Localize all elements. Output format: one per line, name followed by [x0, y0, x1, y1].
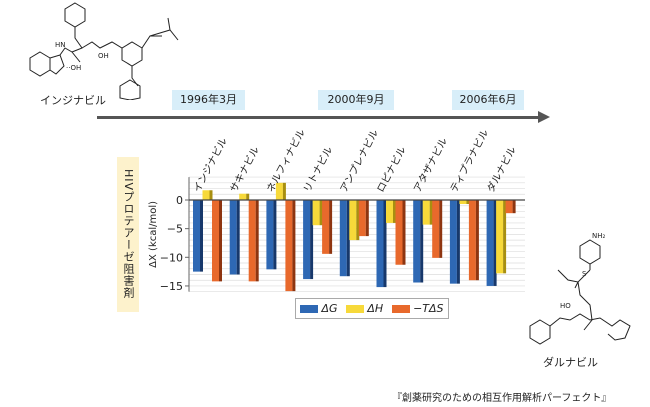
bar-tds — [285, 200, 293, 292]
bar-tds — [432, 200, 440, 258]
indinavir-structure: HN ··OH OH — [29, 2, 179, 100]
bar-side — [466, 200, 470, 205]
bar-tds — [395, 200, 403, 265]
bar-side — [310, 200, 314, 280]
svg-text:S: S — [582, 270, 587, 278]
bar-dg — [376, 200, 384, 288]
darunavir-label: ダルナビル — [543, 356, 598, 369]
bar-dh — [459, 200, 467, 205]
bar-tds — [248, 200, 256, 282]
bar-side — [236, 200, 240, 275]
bar-dh — [349, 200, 357, 241]
category-label: アタザナビル — [411, 136, 450, 195]
category-label: ネルフィナビル — [264, 127, 307, 194]
bar-dg — [303, 200, 311, 280]
bar-side — [402, 200, 406, 265]
bar-dh — [202, 190, 210, 200]
legend-tds: −TΔS — [392, 302, 444, 315]
legend-dh: ΔH — [346, 302, 383, 315]
bar-side — [329, 200, 333, 254]
bar-dg — [486, 200, 494, 286]
bar-dh — [496, 200, 504, 274]
bar-dh — [422, 200, 430, 225]
category-label: インジナビル — [191, 136, 230, 195]
bar-dh — [386, 200, 393, 223]
bar-tds — [322, 200, 330, 254]
category-label: ダルナビル — [484, 144, 519, 194]
y-tick-label: −10 — [160, 251, 183, 264]
bar-side — [383, 200, 387, 288]
category-label: アンプレナビル — [338, 128, 381, 195]
hiv-protease-inhibitor-label: HIVプロテアーゼ阻害剤 — [117, 157, 139, 312]
bar-dg — [193, 200, 200, 272]
bar-tds — [358, 200, 366, 237]
timeline-arrow — [97, 116, 540, 119]
bar-dg — [229, 200, 237, 275]
bar-side — [429, 200, 433, 225]
timeline-arrowhead — [538, 111, 550, 123]
category-label: サキナビル — [228, 145, 262, 195]
bar-side — [493, 200, 497, 286]
bar-side — [255, 200, 259, 282]
legend: ΔG ΔH −TΔS — [295, 298, 449, 319]
svg-text:HN: HN — [55, 41, 66, 49]
bar-side — [292, 200, 296, 292]
bar-tds — [212, 200, 219, 282]
svg-text:NH₂: NH₂ — [592, 232, 606, 240]
bar-dh — [239, 193, 247, 200]
y-axis-label: ΔX (kcal/mol) — [148, 201, 159, 268]
indinavir-label: インジナビル — [40, 94, 106, 107]
bar-tds — [468, 200, 476, 281]
bar-dg — [413, 200, 421, 283]
bar-dg — [339, 200, 347, 277]
date-2006: 2006年6月 — [452, 90, 524, 110]
category-label: ティプラナビル — [448, 127, 491, 194]
bar-side — [346, 200, 350, 277]
bar-side — [420, 200, 424, 283]
citation: 『創薬研究のための相互作用解析パーフェクト』 — [392, 393, 612, 404]
bar-dg — [449, 200, 457, 284]
bar-side — [456, 200, 460, 284]
date-2000: 2000年9月 — [318, 90, 394, 110]
category-label: リトナビル — [301, 145, 335, 195]
bar-side — [439, 200, 443, 258]
svg-text:··OH: ··OH — [66, 64, 81, 72]
bar-side — [246, 193, 250, 200]
bar-side — [512, 200, 516, 214]
bar-side — [209, 190, 213, 200]
bar-side — [282, 182, 286, 200]
darunavir-structure: NH₂ S HO — [529, 232, 631, 345]
bar-side — [356, 200, 360, 241]
bar-dg — [266, 200, 274, 270]
bar-side — [219, 200, 222, 282]
bar-side — [503, 200, 507, 274]
bar-dh — [312, 200, 320, 226]
bar-dh — [275, 182, 283, 200]
y-tick-label: −15 — [160, 280, 183, 293]
legend-dg: ΔG — [300, 302, 338, 315]
y-tick-label: 0 — [176, 194, 183, 207]
bar-side — [200, 200, 203, 272]
bar-tds — [505, 200, 513, 214]
bar-side — [365, 200, 369, 237]
category-label: ロピナビル — [375, 145, 409, 195]
bar-side — [319, 200, 323, 226]
y-tick-label: −5 — [167, 223, 183, 236]
bar-side — [393, 200, 396, 223]
date-1996: 1996年3月 — [172, 90, 245, 110]
svg-text:OH: OH — [98, 52, 109, 60]
bar-side — [273, 200, 277, 270]
bar-side — [475, 200, 479, 281]
svg-text:HO: HO — [560, 302, 571, 310]
